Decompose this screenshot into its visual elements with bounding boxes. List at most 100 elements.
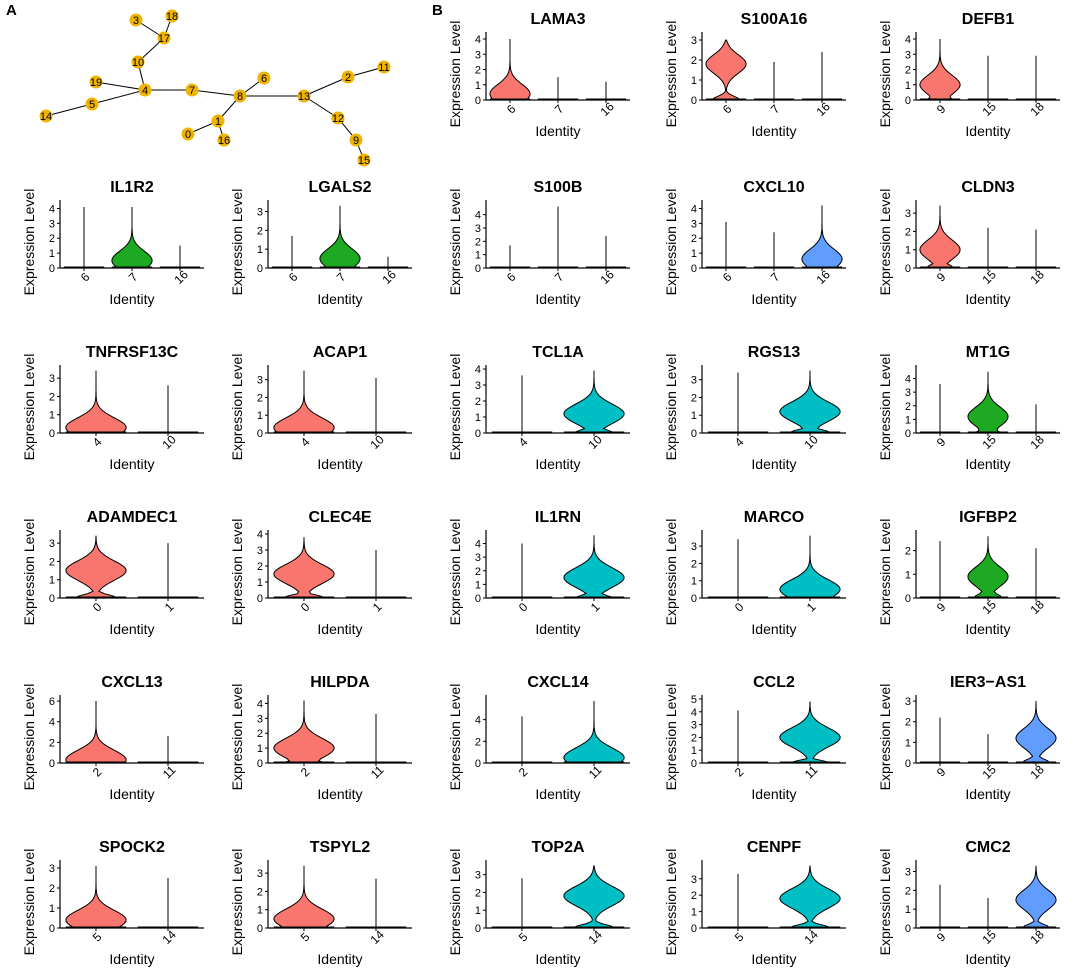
x-tick-label: 2: [516, 765, 531, 780]
x-tick-label: 18: [1027, 99, 1047, 119]
x-tick-label: 11: [586, 763, 605, 782]
x-tick-label: 15: [979, 927, 999, 947]
violin-chart: TCL1A Expression Level 0 1 2 3 4 4 10 Identity: [447, 344, 630, 472]
y-tick-label: 4: [49, 717, 55, 729]
y-tick-label: 4: [49, 203, 55, 215]
y-tick-label: 3: [49, 538, 55, 550]
y-tick-label: 0: [691, 95, 697, 107]
tree-node-label: 17: [158, 33, 170, 45]
violin-body: [563, 865, 625, 929]
y-axis-label: Expression Level: [21, 189, 37, 296]
y-tick-label: 3: [691, 874, 697, 886]
x-tick-label: 7: [334, 270, 349, 285]
violin-chart: DEFB1 Expression Level 0 1 2 3 4 9 15 18 Identity: [877, 11, 1060, 139]
chart-title: CMC2: [965, 839, 1010, 856]
y-tick-label: 0: [691, 923, 697, 935]
x-tick-label: 11: [802, 763, 821, 782]
y-axis-label: Expression Level: [877, 189, 893, 296]
x-tick-label: 6: [78, 270, 93, 285]
x-tick-label: 6: [504, 102, 519, 117]
x-tick-label: 15: [979, 762, 999, 782]
x-tick-label: 15: [979, 267, 999, 287]
y-tick-label: 3: [475, 49, 481, 61]
y-tick-label: 2: [691, 890, 697, 902]
tree-node-label: 19: [90, 77, 102, 89]
y-tick-label: 0: [691, 758, 697, 770]
chart-title: HILPDA: [310, 674, 370, 691]
violin-body: [273, 537, 335, 599]
x-tick-label: 10: [367, 432, 387, 452]
violin-body: [779, 370, 841, 434]
y-tick-label: 4: [905, 374, 911, 386]
tree-edge: [303, 76, 349, 97]
violin-body: [65, 701, 127, 764]
violin-chart: TSPYL2 Expression Level 0 1 2 3 5 14 Identity: [229, 839, 412, 967]
y-tick-label: 2: [905, 401, 911, 413]
x-tick-label: 15: [979, 99, 999, 119]
y-tick-label: 2: [905, 546, 911, 558]
y-tick-label: 2: [691, 558, 697, 570]
y-tick-label: 0: [257, 428, 263, 440]
chart-title: CLDN3: [961, 179, 1014, 196]
y-axis-label: Expression Level: [229, 189, 245, 296]
y-tick-label: 3: [475, 552, 481, 564]
x-tick-label: 1: [804, 600, 819, 615]
y-tick-label: 2: [257, 392, 263, 404]
x-tick-label: 0: [732, 600, 747, 615]
violin-body: [967, 536, 1009, 599]
y-axis-label: Expression Level: [229, 684, 245, 791]
y-axis-label: Expression Level: [877, 354, 893, 461]
y-tick-label: 0: [49, 923, 55, 935]
x-axis-label: Identity: [965, 123, 1010, 139]
y-tick-label: 3: [257, 713, 263, 725]
tree-node-marker: [211, 114, 225, 128]
y-tick-label: 0: [905, 95, 911, 107]
y-tick-label: 3: [49, 863, 55, 875]
y-tick-label: 2: [475, 566, 481, 578]
y-tick-label: 2: [691, 55, 697, 67]
tree-node-marker: [39, 109, 53, 123]
y-tick-label: 4: [475, 539, 481, 551]
x-axis-label: Identity: [751, 456, 796, 472]
y-tick-label: 2: [475, 887, 481, 899]
chart-title: CLEC4E: [308, 509, 371, 526]
x-tick-label: 14: [159, 927, 179, 947]
tree-node-label: 5: [89, 99, 95, 111]
x-axis-label: Identity: [535, 951, 580, 967]
y-tick-label: 0: [49, 263, 55, 275]
y-tick-label: 0: [475, 428, 481, 440]
y-tick-label: 1: [691, 745, 697, 757]
y-tick-label: 2: [905, 226, 911, 238]
x-tick-label: 0: [90, 600, 105, 615]
y-tick-label: 2: [475, 736, 481, 748]
y-tick-label: 1: [49, 248, 55, 260]
x-axis-label: Identity: [109, 951, 154, 967]
y-tick-label: 3: [475, 870, 481, 882]
y-tick-label: 3: [905, 867, 911, 879]
violin-body: [273, 700, 335, 764]
y-tick-label: 0: [905, 263, 911, 275]
chart-title: TSPYL2: [310, 839, 371, 856]
x-tick-label: 18: [1027, 267, 1047, 287]
violin-body: [65, 370, 127, 434]
violin-chart: S100B Expression Level 01 234 6 7 16 Identity: [447, 179, 630, 307]
tree-node-label: 18: [166, 11, 178, 23]
violin-chart: CLDN3 Expression Level 0 1 2 3 9 15 18 Identity: [877, 179, 1060, 307]
y-axis-label: Expression Level: [21, 354, 37, 461]
x-tick-label: 1: [370, 600, 385, 615]
y-axis-label: Expression Level: [447, 849, 463, 956]
y-tick-label: 2: [49, 556, 55, 568]
y-tick-label: 2: [691, 392, 697, 404]
x-axis-label: Identity: [109, 291, 154, 307]
y-tick-label: 0: [49, 758, 55, 770]
tree-node-label: 4: [142, 85, 148, 97]
x-tick-label: 1: [588, 600, 603, 615]
violin-chart: MARCO Expression Level 0 1 2 3 0 1 Identity: [663, 509, 846, 637]
violin-body: [489, 39, 531, 101]
x-tick-label: 2: [732, 765, 747, 780]
violin-chart: TNFRSF13C Expression Level 0 1 2 3 4 10 Identity: [21, 344, 204, 472]
y-tick-label: 0: [475, 263, 481, 275]
x-tick-label: 11: [368, 763, 387, 782]
y-tick-label: 2: [49, 391, 55, 403]
y-axis-label: Expression Level: [663, 849, 679, 956]
